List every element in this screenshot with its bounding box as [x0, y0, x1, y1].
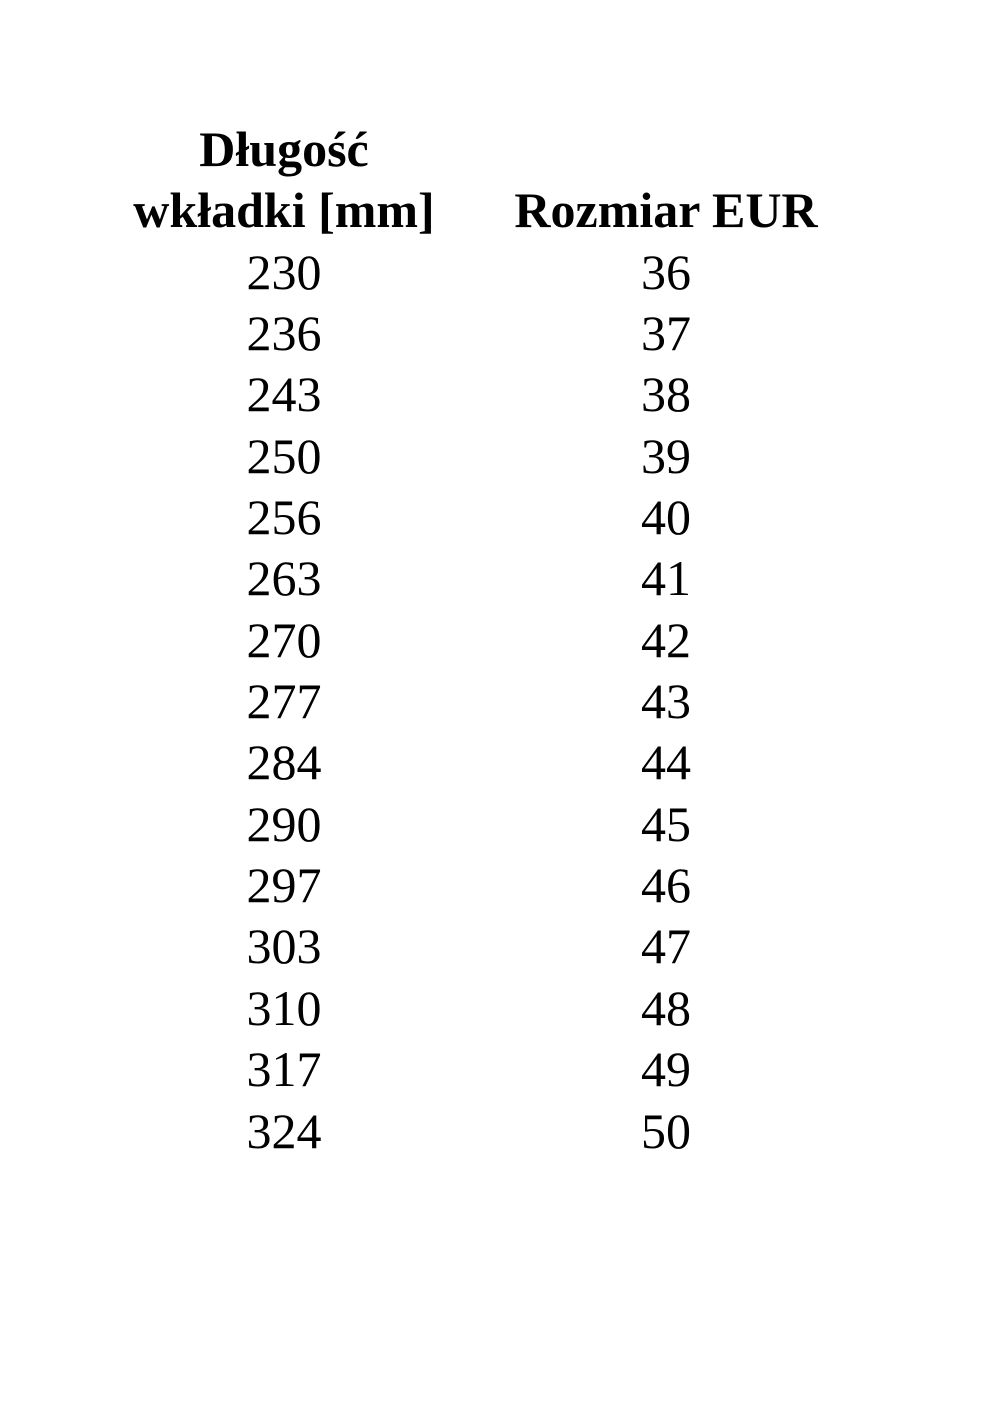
insole-length-cell: 236 — [246, 305, 322, 362]
header-insole-length-line2: wkładki [mm] — [133, 182, 435, 239]
insole-length-cell: 324 — [246, 1102, 322, 1159]
eur-size-cell: 42 — [641, 611, 691, 668]
insole-length-cell: 317 — [246, 1041, 322, 1098]
eur-size-cell: 41 — [641, 550, 691, 607]
insole-length-cell: 256 — [246, 489, 322, 546]
eur-size-cell: 46 — [641, 857, 691, 914]
insole-length-cell: 277 — [246, 673, 322, 730]
header-eur-size-line2: Rozmiar EUR — [514, 182, 818, 239]
insole-length-cell: 297 — [246, 857, 322, 914]
header-insole-length-line1: Długość — [199, 121, 369, 177]
eur-size-cell: 50 — [641, 1102, 691, 1159]
eur-size-cell: 39 — [641, 427, 691, 484]
insole-length-cell: 243 — [246, 366, 322, 423]
header-eur-size-line1 — [466, 119, 866, 180]
eur-size-cell: 44 — [641, 734, 691, 791]
eur-size-cell: 36 — [641, 243, 691, 300]
insole-length-cell: 230 — [246, 243, 322, 300]
insole-length-cell: 290 — [246, 795, 322, 852]
eur-size-cell: 40 — [641, 489, 691, 546]
eur-size-cell: 49 — [641, 1041, 691, 1098]
insole-length-cell: 270 — [246, 611, 322, 668]
eur-size-cell: 43 — [641, 673, 691, 730]
insole-length-column: Długość wkładki [mm] 230 236 243 250 256 263 2… — [84, 119, 484, 1162]
eur-size-cell: 48 — [641, 979, 691, 1036]
eur-size-cell: 45 — [641, 795, 691, 852]
eur-size-cell: 38 — [641, 366, 691, 423]
insole-length-cell: 284 — [246, 734, 322, 791]
eur-size-column: Rozmiar EUR 36 37 38 39 40 41 42 43 44 45 46 47 48 49… — [466, 119, 866, 1162]
insole-length-cell: 310 — [246, 979, 322, 1036]
eur-size-cell: 37 — [641, 305, 691, 362]
eur-size-cell: 47 — [641, 918, 691, 975]
insole-length-cell: 303 — [246, 918, 322, 975]
insole-length-cell: 250 — [246, 427, 322, 484]
insole-length-cell: 263 — [246, 550, 322, 607]
